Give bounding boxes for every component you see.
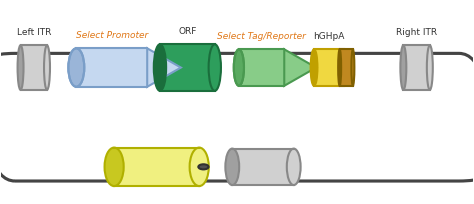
- Polygon shape: [284, 49, 316, 86]
- Ellipse shape: [209, 44, 221, 91]
- Ellipse shape: [287, 149, 301, 185]
- Ellipse shape: [190, 147, 209, 186]
- Ellipse shape: [401, 45, 406, 90]
- Ellipse shape: [234, 49, 244, 86]
- Text: Select Tag/Reporter: Select Tag/Reporter: [217, 32, 306, 41]
- Text: pUC ori: pUC ori: [132, 162, 172, 172]
- Ellipse shape: [105, 147, 124, 186]
- Polygon shape: [147, 48, 181, 87]
- Text: Right ITR: Right ITR: [396, 28, 437, 37]
- Ellipse shape: [338, 49, 341, 86]
- Bar: [20, 45, 47, 90]
- Bar: [114, 147, 199, 186]
- Ellipse shape: [44, 45, 50, 90]
- Ellipse shape: [154, 44, 166, 91]
- Text: Select Promoter: Select Promoter: [76, 31, 148, 40]
- Bar: [160, 44, 215, 91]
- Ellipse shape: [68, 48, 84, 87]
- Ellipse shape: [351, 49, 355, 86]
- Ellipse shape: [198, 164, 209, 169]
- Text: AMP: AMP: [247, 162, 271, 172]
- Bar: [232, 149, 294, 185]
- Ellipse shape: [310, 49, 318, 86]
- Bar: [76, 48, 147, 87]
- Ellipse shape: [427, 45, 433, 90]
- Ellipse shape: [341, 49, 348, 86]
- Bar: [314, 49, 344, 86]
- Text: hGHpA: hGHpA: [313, 32, 345, 41]
- Text: Left ITR: Left ITR: [17, 28, 51, 37]
- Ellipse shape: [225, 149, 239, 185]
- Bar: [239, 49, 284, 86]
- Bar: [340, 49, 353, 86]
- Text: R: R: [285, 152, 289, 157]
- Text: ORF: ORF: [178, 27, 197, 36]
- Ellipse shape: [18, 45, 24, 90]
- Bar: [403, 45, 430, 90]
